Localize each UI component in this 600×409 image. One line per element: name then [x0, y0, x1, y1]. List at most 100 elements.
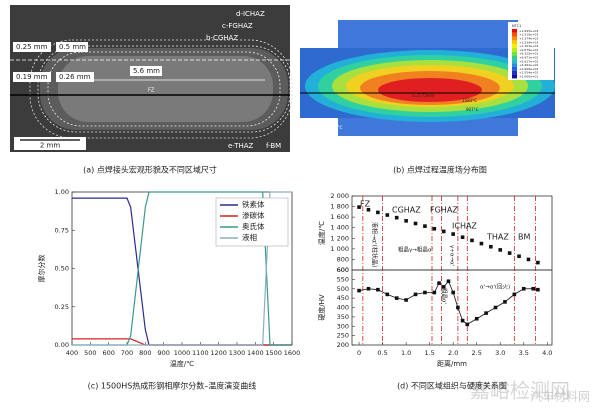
dimension-label: 0.5 mm	[59, 43, 86, 51]
colorbar-cell	[512, 44, 517, 48]
y-tick-label: 0.25	[55, 303, 69, 311]
watermark: 汽车材料网	[530, 389, 590, 404]
field-label: 400°C	[310, 119, 323, 124]
colorbar-label: +4.262e+02	[519, 63, 538, 67]
y-tick-label: 1.00	[55, 188, 69, 196]
y-tick-label: 350	[337, 313, 349, 321]
label-box	[13, 42, 51, 52]
zone-outline	[37, 45, 291, 133]
marker	[512, 292, 517, 297]
marker	[517, 254, 521, 259]
zone-label: e-THAZ	[228, 142, 254, 150]
colorbar-label: +1.103e+03	[519, 44, 538, 48]
zone-outline	[47, 51, 281, 127]
marker	[413, 221, 418, 226]
field-label: a=5.73mm	[412, 93, 435, 98]
colorbar-label: +2.000e+01	[519, 75, 538, 79]
colorbar-label: +6.971e+02	[519, 56, 538, 60]
marker	[432, 290, 437, 295]
y-tick-label: 1 000	[330, 245, 349, 253]
annotation: 粗晶γ→粗晶α'	[398, 246, 433, 254]
colorbar: +1.645e+03+1.510e+03+1.374e+03+1.239e+03…	[512, 29, 538, 79]
x-tick-label: 3.5	[519, 349, 529, 357]
x-tick-label: 400	[66, 349, 78, 357]
y-tick-label: 0.75	[55, 226, 69, 234]
watermark: 嘉峪检测网	[470, 379, 570, 403]
marker	[413, 292, 418, 297]
colorbar-label: +8.325e+02	[519, 52, 538, 56]
caption: (a) 点焊接头宏观形貌及不同区域尺寸	[83, 165, 217, 175]
x-axis-label: 距离/mm	[437, 359, 467, 368]
fusion-zone	[58, 56, 273, 122]
colorbar-cell	[512, 36, 517, 41]
x-tick-label: 800	[139, 349, 151, 357]
isotherm	[378, 78, 482, 102]
marker	[489, 244, 493, 249]
scale-label: 2 mm	[40, 142, 60, 150]
x-tick-label: 900	[157, 349, 169, 357]
marker	[423, 224, 427, 228]
label-box	[130, 66, 162, 76]
y-axis-label: 硬度/HV	[317, 294, 326, 321]
marker	[503, 300, 507, 304]
legend-label: 铁素体	[242, 199, 265, 209]
label-box	[56, 72, 94, 82]
zone-label: FZ	[360, 200, 371, 209]
marker	[423, 290, 427, 295]
y-tick-label: 1 400	[330, 224, 349, 232]
x-tick-label: 0.5	[377, 349, 387, 357]
dimension-label: 0.26 mm	[59, 73, 91, 81]
y-tick-label: 400	[337, 304, 349, 312]
y-tick-label: 250	[337, 332, 349, 340]
marker	[394, 215, 399, 220]
marker	[536, 260, 540, 265]
x-tick-label: 700	[121, 349, 133, 357]
y-axis-label: 温度/℃	[317, 221, 326, 245]
marker	[376, 210, 380, 215]
caption: (c) 1500HS热成形钢相摩尔分数–温度演变曲线	[88, 381, 257, 391]
zone-label: CGHAZ	[392, 206, 421, 215]
marker	[470, 238, 474, 243]
caption: (b) 点焊过程温度场分布图	[393, 165, 487, 175]
x-tick-label: 2.0	[448, 349, 458, 357]
y-axis-label: 摩尔分数	[37, 255, 46, 283]
colorbar-cell	[512, 59, 517, 64]
y-tick-label: 500	[337, 285, 349, 293]
legend-label: 液相	[242, 232, 257, 242]
x-tick-label: 2.5	[472, 349, 482, 357]
colorbar-label: +1.510e+03	[519, 33, 538, 37]
x-tick-label: 1300	[229, 349, 246, 357]
label-box	[13, 72, 51, 82]
colorbar-cell	[512, 29, 517, 33]
marker	[404, 219, 408, 223]
x-tick-label: 1400	[247, 349, 264, 357]
x-tick-label: 1000	[174, 349, 191, 357]
y-tick-label: 0.50	[55, 265, 69, 273]
y-tick-label: 1 600	[330, 213, 349, 221]
label-box	[56, 42, 88, 52]
marker	[357, 288, 361, 293]
y-tick-label: 550	[337, 275, 349, 283]
x-tick-label: 500	[84, 349, 96, 357]
y-tick-label: 200	[337, 341, 349, 349]
annotation: α'→α'(回火)	[480, 284, 510, 291]
zone-label: f-BM	[266, 142, 281, 150]
marker	[446, 279, 451, 284]
legend-label: 奥氏体	[242, 221, 265, 231]
marker	[521, 286, 526, 291]
marker	[465, 322, 470, 327]
zone-label: ICHAZ	[452, 222, 477, 231]
zone-label: BM	[518, 233, 530, 242]
x-tick-label: 1200	[210, 349, 227, 357]
colorbar-label: +1.374e+03	[519, 37, 538, 41]
series-line	[358, 280, 538, 325]
colorbar-label: +9.679e+02	[519, 48, 538, 52]
zone-label: d-ICHAZ	[236, 10, 265, 18]
x-tick-label: 600	[102, 349, 114, 357]
colorbar-cell	[512, 40, 517, 45]
colorbar-label: +2.908e+02	[519, 67, 538, 71]
legend-label: 渗碳体	[242, 210, 265, 220]
field-label: 907°C	[466, 107, 479, 112]
marker	[451, 232, 455, 236]
